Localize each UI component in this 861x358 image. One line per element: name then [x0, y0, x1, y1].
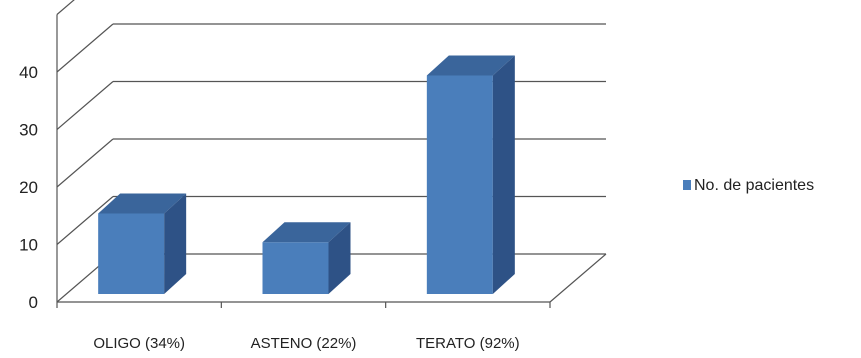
bar-side-face	[492, 55, 515, 294]
gridline	[56, 0, 75, 15]
y-tick-label: 30	[19, 121, 38, 140]
x-category-label: ASTENO (22%)	[251, 335, 357, 352]
x-category-label: TERATO (92%)	[416, 335, 520, 352]
bar	[426, 55, 515, 294]
gridline	[56, 81, 114, 130]
bar	[98, 193, 187, 294]
legend-swatch	[683, 180, 691, 190]
legend: No. de pacientes	[683, 177, 814, 194]
legend-label: No. de pacientes	[694, 177, 814, 194]
bar-side-face	[164, 193, 187, 294]
bar-front-face	[98, 213, 165, 294]
gridline	[56, 196, 114, 245]
x-category-label: OLIGO (34%)	[93, 335, 185, 352]
bar-series	[98, 55, 515, 294]
bar	[262, 222, 351, 294]
bar-top-face	[98, 193, 187, 214]
bar-side-face	[328, 222, 351, 294]
y-tick-label: 0	[29, 293, 38, 312]
floor-edge	[549, 253, 607, 303]
bar-front-face	[262, 242, 329, 294]
y-tick-label: 40	[19, 63, 38, 82]
y-tick-label: 20	[19, 178, 38, 197]
bar-front-face	[426, 75, 493, 294]
gridline	[56, 138, 114, 188]
chart-walls	[56, 0, 607, 308]
bar-top-face	[426, 55, 515, 76]
x-axis: OLIGO (34%) ASTENO (22%) TERATO (92%)	[93, 335, 519, 352]
gridline	[56, 23, 114, 73]
y-tick-label: 10	[19, 236, 38, 255]
bar-top-face	[262, 222, 351, 243]
y-axis: 0 10 20 30 40	[19, 63, 38, 312]
